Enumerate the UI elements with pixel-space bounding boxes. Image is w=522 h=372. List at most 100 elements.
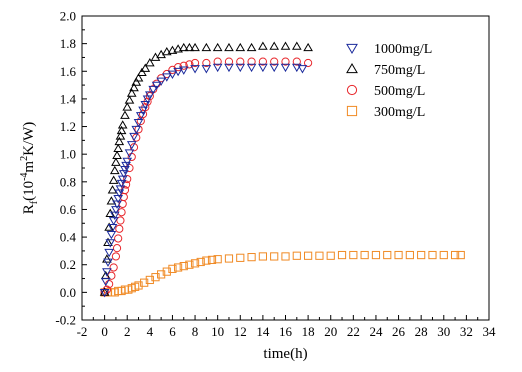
data-point-triangle-down [201, 65, 212, 74]
data-point-triangle-up [246, 42, 257, 52]
data-point-triangle-down [148, 85, 159, 95]
data-point-triangle-up [156, 49, 166, 59]
data-point-triangle-down [280, 63, 291, 73]
data-point-triangle-up [107, 185, 118, 194]
data-point-triangle-up [291, 41, 302, 50]
data-point-triangle-down [104, 248, 114, 258]
data-point-square [360, 250, 369, 260]
data-point-triangle-up [99, 287, 110, 296]
x-tick-label: 12 [234, 324, 247, 339]
x-tick-label: 14 [256, 324, 270, 339]
y-tick-label: 1.8 [60, 36, 76, 51]
data-point-triangle-up [105, 208, 116, 217]
data-point-circle [116, 216, 125, 225]
x-tick-label: 10 [211, 324, 224, 339]
data-point-square [349, 250, 358, 260]
data-point-triangle-down [178, 66, 189, 75]
x-tick-label: 30 [437, 324, 450, 339]
x-tick-label: 6 [169, 324, 176, 339]
data-point-square [450, 250, 460, 260]
x-tick-label: 20 [324, 324, 337, 339]
x-tick-label: 26 [392, 324, 406, 339]
data-point-circle [190, 58, 200, 68]
y-tick-label: 0.4 [60, 230, 77, 245]
data-point-triangle-down [105, 239, 116, 248]
data-point-circle [115, 224, 124, 233]
data-point-triangle-up [109, 165, 120, 175]
data-point-square [168, 264, 177, 273]
data-point-circle [213, 57, 222, 66]
data-point-square [196, 257, 205, 267]
data-point-triangle-up [201, 42, 212, 52]
y-tick-label: 2.0 [60, 9, 76, 24]
x-tick-label: 8 [192, 324, 199, 339]
data-point-triangle-up [111, 157, 121, 166]
data-point-triangle-down [246, 63, 257, 73]
data-point-triangle-up [161, 46, 172, 56]
data-point-circle [112, 244, 122, 253]
data-point-triangle-down [122, 157, 133, 167]
legend-item: 500mg/L [346, 84, 425, 99]
data-point-triangle-down [212, 63, 223, 73]
data-point-triangle-up [145, 58, 155, 67]
data-point-circle [346, 84, 358, 96]
data-point-triangle-up [190, 42, 200, 52]
data-point-circle [292, 57, 301, 66]
data-point-triangle-up [103, 237, 113, 246]
data-point-triangle-up [131, 77, 142, 86]
y-axis-title-rest: K/W) [21, 122, 37, 156]
data-point-triangle-up [212, 42, 223, 52]
data-point-triangle-up [104, 222, 114, 231]
data-point-circle [179, 61, 188, 70]
data-point-circle [114, 234, 123, 243]
data-point-circle [258, 57, 267, 66]
x-axis-title: time(h) [263, 346, 307, 362]
data-point-triangle-down [126, 141, 137, 150]
data-point-square [207, 255, 217, 264]
data-point-triangle-up [269, 41, 280, 50]
data-point-triangle-up [108, 175, 119, 184]
x-tick-label: 0 [101, 324, 108, 339]
data-point-square [405, 250, 414, 260]
x-tick-label: -2 [77, 324, 88, 339]
data-point-triangle-down [107, 224, 118, 233]
data-point-square [315, 251, 324, 260]
x-tick-label: 34 [483, 324, 497, 339]
data-point-square [304, 251, 313, 260]
data-point-square [292, 251, 301, 260]
data-point-square [145, 275, 154, 285]
plot-frame [81, 15, 490, 321]
data-point-square [428, 250, 437, 260]
data-point-triangle-down [142, 95, 153, 104]
data-point-square [224, 254, 234, 263]
y-tick-label: 1.4 [60, 91, 77, 106]
data-point-triangle-up [112, 150, 122, 159]
x-tick-label: 18 [302, 324, 315, 339]
data-point-triangle-down [99, 288, 110, 298]
legend: 1000mg/L 750mg/L 500mg/L 300mg/L [346, 42, 432, 120]
data-point-triangle-down [129, 132, 139, 142]
data-point-square [157, 270, 166, 279]
data-point-square [439, 250, 448, 260]
data-point-triangle-up [133, 73, 144, 82]
data-point-square [151, 273, 160, 282]
data-point-circle [224, 57, 234, 66]
y-axis-title-exp1: -4 [19, 173, 30, 181]
y-axis-title-m: m [21, 161, 37, 173]
data-point-square [179, 262, 188, 271]
data-point-square [394, 250, 403, 260]
data-point-circle [111, 252, 121, 261]
data-point-triangle-down [138, 106, 148, 115]
data-point-triangle-down [156, 77, 166, 86]
data-point-square [134, 281, 143, 290]
x-tick-label: 28 [415, 324, 428, 339]
data-point-circle [109, 263, 118, 272]
data-point-triangle-up [235, 42, 246, 52]
y-tick-label: -0.2 [55, 313, 76, 328]
data-point-circle [247, 57, 256, 66]
y-tick-label: 1.2 [60, 119, 76, 134]
x-tick-label: 24 [369, 324, 383, 339]
data-point-square [281, 252, 290, 261]
data-point-triangle-up [117, 120, 128, 129]
